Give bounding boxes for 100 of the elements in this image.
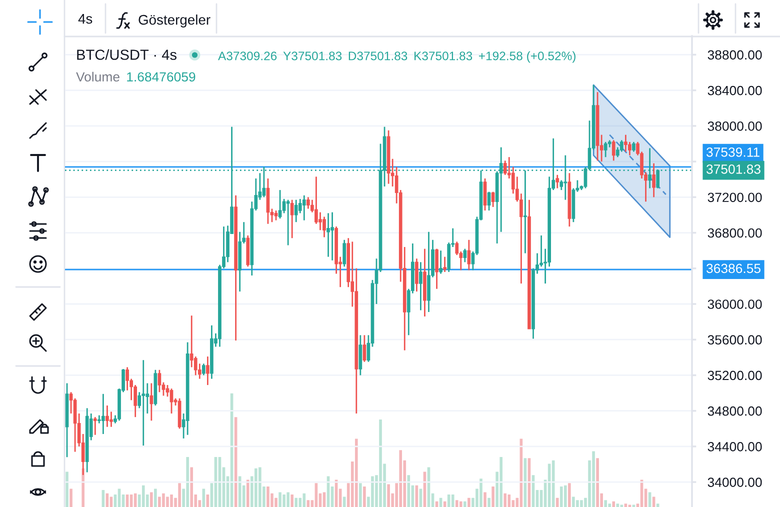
bar [266, 486, 270, 507]
bar [572, 496, 575, 507]
bar [274, 498, 278, 507]
candlestick [330, 212, 334, 262]
candlestick [487, 191, 491, 212]
bar [407, 475, 410, 507]
bar [648, 492, 652, 507]
candlestick [302, 194, 306, 221]
candlestick [632, 141, 636, 152]
bar [150, 492, 153, 507]
candlestick [102, 393, 105, 435]
bar [298, 498, 302, 507]
bar [290, 494, 294, 507]
y-tick-label: 35600.00 [708, 335, 762, 345]
candlestick [278, 189, 282, 220]
candlestick [463, 248, 467, 263]
candlestick [362, 334, 366, 363]
candlestick [491, 191, 495, 208]
bar [286, 492, 290, 507]
bar [354, 438, 358, 507]
bar [484, 492, 486, 507]
bar [580, 500, 583, 507]
y-tick-label: 34000.00 [708, 478, 762, 487]
bar [166, 496, 169, 507]
annotation: D37501.83 [348, 52, 408, 60]
candlestick [604, 141, 608, 158]
candlestick [106, 404, 109, 428]
candlestick [443, 256, 446, 273]
bar [604, 500, 607, 507]
bar [142, 485, 145, 507]
candlestick [439, 250, 442, 274]
ref-line-label: 36386.55 [706, 264, 760, 274]
bar [492, 486, 494, 507]
candlestick [467, 239, 471, 271]
bar [170, 494, 173, 507]
y-tick-label: 38000.00 [708, 121, 762, 131]
candlestick [158, 369, 162, 393]
bar [294, 498, 298, 507]
bar [282, 494, 286, 507]
bar [254, 468, 258, 507]
bar [480, 478, 482, 507]
bar [459, 501, 462, 507]
bar [508, 494, 511, 507]
candlestick [170, 388, 174, 414]
bar [464, 501, 466, 507]
y-tick-label: 34800.00 [708, 406, 762, 416]
candlestick [612, 139, 616, 162]
annotation: A37309.26 [218, 52, 277, 60]
candlestick [435, 248, 438, 290]
bar [186, 456, 189, 507]
bar [158, 496, 161, 507]
bar [363, 486, 366, 507]
candlestick [202, 362, 206, 376]
bar [387, 484, 390, 507]
bar [455, 500, 458, 507]
y-tick-label: 36000.00 [708, 300, 762, 309]
ref-line-label: 37501.83 [706, 164, 760, 174]
bar [162, 493, 165, 507]
candlestick [282, 198, 286, 214]
y-tick-label: 36800.00 [708, 228, 762, 238]
y-tick-label: 34400.00 [708, 442, 762, 452]
candlestick [306, 196, 310, 210]
bar [278, 492, 282, 507]
y-tick-label: 35200.00 [708, 370, 762, 380]
bar [596, 458, 599, 507]
bar [399, 450, 402, 507]
bar [379, 419, 382, 507]
bar [576, 500, 579, 507]
annotation: Y37501.83 [283, 52, 342, 60]
candlestick [415, 258, 418, 292]
text: BTC/USDT · 4s [77, 49, 176, 60]
candlestick [290, 199, 294, 239]
bar [468, 498, 470, 507]
candlestick [483, 178, 487, 212]
bar [359, 483, 362, 507]
bar [371, 476, 374, 507]
bar [624, 504, 628, 507]
bar [616, 504, 620, 507]
y-tick-label: 38800.00 [708, 50, 762, 60]
candlestick [294, 199, 298, 223]
bar [82, 468, 84, 507]
bar [66, 472, 68, 507]
bar [592, 451, 595, 507]
candlestick [142, 359, 146, 446]
bar [564, 485, 567, 507]
candlestick [503, 160, 507, 176]
bar [70, 488, 72, 507]
bar [656, 504, 660, 507]
bar [306, 500, 310, 507]
candlestick [318, 212, 322, 231]
bar [258, 467, 262, 507]
candlestick [326, 212, 330, 258]
candlestick [206, 356, 210, 386]
bar [246, 480, 250, 507]
candlestick [150, 382, 154, 422]
candlestick [556, 174, 560, 189]
text: Göstergeler [138, 14, 210, 28]
annotation: K37501.83 [414, 52, 472, 60]
annotation: 1.68476059 [127, 72, 196, 82]
bar [568, 483, 571, 507]
